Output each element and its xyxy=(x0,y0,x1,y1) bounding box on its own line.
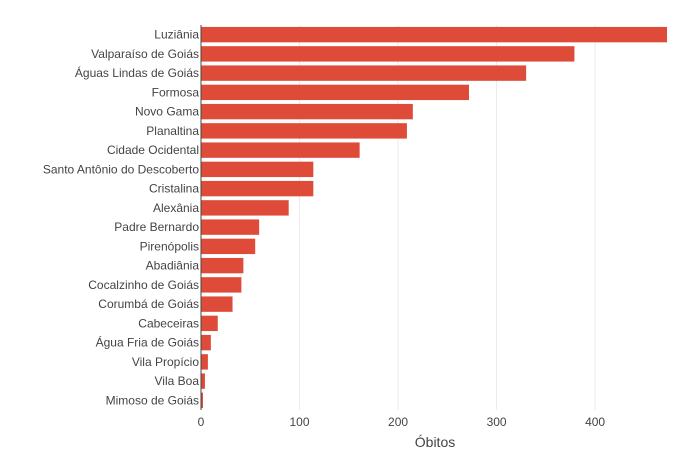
x-tick-label: 0 xyxy=(198,415,205,429)
x-tick-label: 100 xyxy=(290,415,310,429)
x-tick-labels: 0 100 200 300 400 xyxy=(198,415,606,429)
category-label: Mimoso de Goiás xyxy=(106,393,199,407)
category-label: Luziânia xyxy=(154,28,199,42)
bar[interactable] xyxy=(201,123,407,139)
bar[interactable] xyxy=(201,46,575,62)
bar[interactable] xyxy=(201,315,218,332)
bar[interactable] xyxy=(201,392,203,409)
bar[interactable] xyxy=(201,277,242,293)
category-label: Padre Bernardo xyxy=(114,220,199,234)
grid-lines xyxy=(299,25,596,410)
category-label: Vila Propício xyxy=(132,355,199,369)
category-label: Cidade Ocidental xyxy=(107,143,199,157)
bar[interactable] xyxy=(201,26,668,43)
category-label: Novo Gama xyxy=(135,105,199,119)
category-labels: Luziânia Valparaíso de Goiás Águas Lindas … xyxy=(43,28,199,408)
category-label: Cabeceiras xyxy=(138,316,199,330)
category-label: Planaltina xyxy=(146,124,199,138)
bar[interactable] xyxy=(201,84,469,101)
category-label: Formosa xyxy=(152,85,200,99)
category-label: Corumbá de Goiás xyxy=(98,297,199,311)
bar[interactable] xyxy=(201,103,413,120)
bar[interactable] xyxy=(201,200,289,216)
category-label: Vila Boa xyxy=(155,374,200,388)
bar[interactable] xyxy=(201,238,256,255)
bar[interactable] xyxy=(201,180,314,197)
category-label: Santo Antônio do Descoberto xyxy=(43,162,199,176)
x-axis-title: Óbitos xyxy=(415,434,455,450)
bar[interactable] xyxy=(201,219,260,235)
bar[interactable] xyxy=(201,373,205,389)
category-label: Cristalina xyxy=(149,182,199,196)
x-tick-label: 400 xyxy=(585,415,605,429)
bar[interactable] xyxy=(201,334,211,351)
bar[interactable] xyxy=(201,296,233,312)
category-label: Valparaíso de Goiás xyxy=(91,47,199,61)
bar[interactable] xyxy=(201,161,314,178)
category-label: Alexânia xyxy=(153,201,199,215)
category-label: Cocalzinho de Goiás xyxy=(88,278,199,292)
category-label: Abadiânia xyxy=(146,259,200,273)
x-tick-label: 200 xyxy=(388,415,408,429)
bar[interactable] xyxy=(201,65,527,81)
category-label: Pirenópolis xyxy=(140,239,199,253)
bar[interactable] xyxy=(201,354,208,370)
bars xyxy=(201,26,668,409)
bar[interactable] xyxy=(201,257,244,274)
x-tick-label: 300 xyxy=(487,415,507,429)
category-label: Águas Lindas de Goiás xyxy=(75,65,199,80)
category-label: Água Fria de Goiás xyxy=(96,335,199,350)
bar[interactable] xyxy=(201,142,360,158)
